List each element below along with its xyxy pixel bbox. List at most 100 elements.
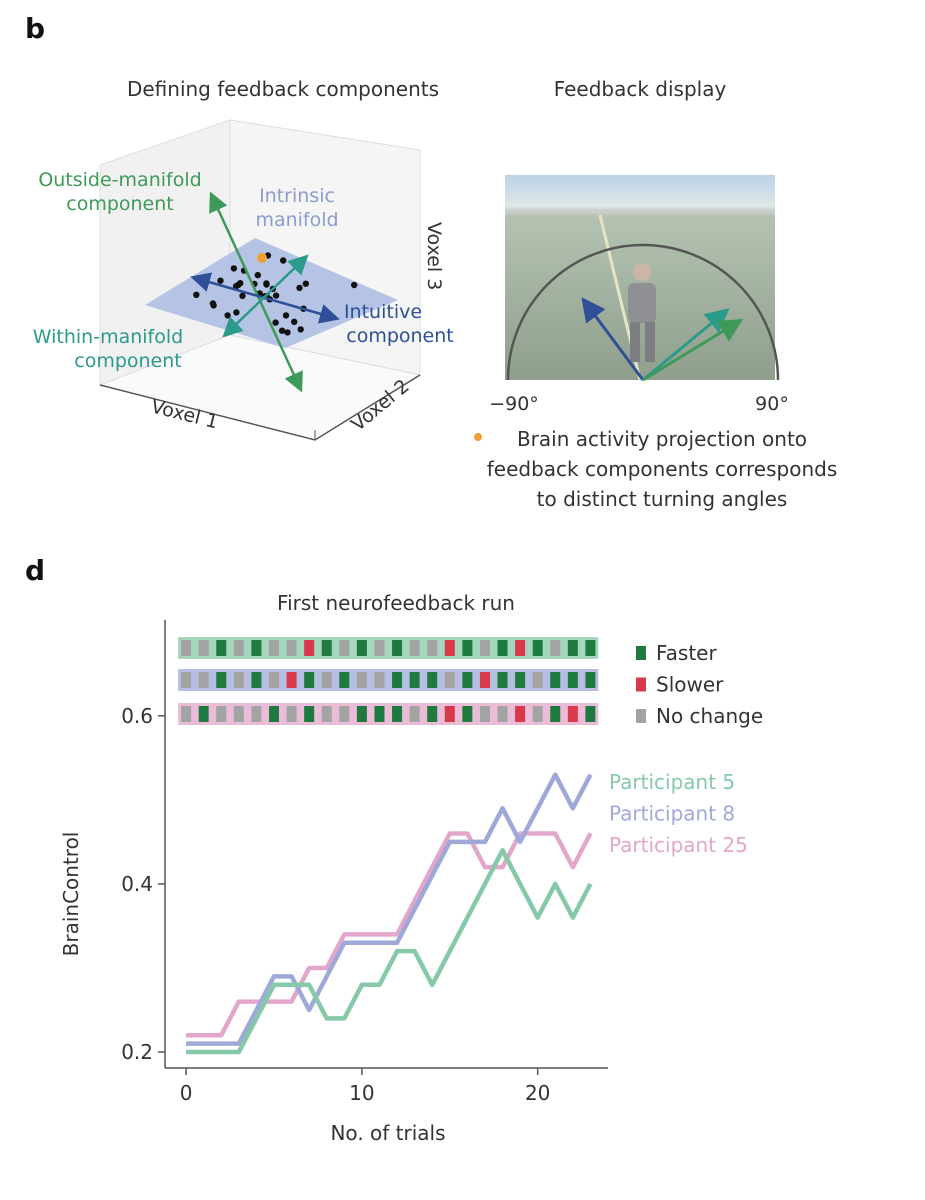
outcome-square: [233, 706, 244, 722]
activity-dot: [284, 329, 291, 336]
activity-dot: [291, 318, 298, 325]
outcome-square: [321, 672, 332, 688]
outcome-square: [251, 640, 262, 656]
voxel-box: [98, 119, 422, 441]
outcome-square: [515, 706, 526, 722]
outcome-square: [198, 640, 209, 656]
outcome-square: [198, 672, 209, 688]
outcome-square: [268, 640, 279, 656]
outcome-square: [515, 640, 526, 656]
outcome-square: [427, 672, 438, 688]
outcome-square: [392, 640, 403, 656]
outcome-square: [286, 672, 297, 688]
projection-dot: [257, 253, 267, 263]
panel-label: b: [25, 12, 45, 45]
outcome-square: [427, 706, 438, 722]
activity-dot: [209, 300, 217, 307]
outcome-square: [567, 640, 578, 656]
chart-title: First neurofeedback run: [277, 591, 515, 615]
outcome-square: [251, 672, 262, 688]
panel-title: Defining feedback components: [127, 77, 439, 101]
strip-background: [178, 703, 599, 725]
caption: Brain activity projection onto feedback c…: [487, 427, 838, 511]
outcome-square: [550, 672, 561, 688]
outcome-square: [462, 640, 473, 656]
activity-dot: [224, 312, 231, 319]
activity-dot: [230, 265, 238, 272]
activity-dot: [254, 271, 261, 279]
strip-background: [178, 669, 599, 691]
outcome-square: [374, 672, 385, 688]
manifold-label: Intrinsic manifold: [255, 185, 338, 231]
outcome-square: [268, 672, 279, 688]
outcome-square: [567, 706, 578, 722]
series-line: [186, 848, 593, 1055]
outcome-square: [479, 640, 490, 656]
legend-label: Participant 25: [609, 833, 748, 857]
outcome-square: [532, 706, 543, 722]
legend-swatch: [636, 677, 646, 692]
outcome-square: [321, 640, 332, 656]
activity-dot: [278, 327, 286, 334]
outcome-square: [550, 706, 561, 722]
series-line: [186, 831, 593, 1038]
outcome-square: [497, 672, 508, 688]
outcome-square: [356, 706, 367, 722]
outcome-square: [532, 640, 543, 656]
legend-swatch: [636, 709, 646, 723]
outcome-square: [462, 706, 473, 722]
outcome-square: [567, 672, 578, 688]
intuitive-label: Intuitive component: [344, 301, 454, 347]
within-arrow: [222, 254, 309, 338]
outcome-square: [497, 640, 508, 656]
outcome-square: [444, 672, 455, 688]
outcome-square: [409, 706, 420, 722]
outcome-square: [374, 706, 385, 722]
x-tick-label: 10: [349, 1081, 374, 1105]
activity-dot: [235, 281, 242, 289]
outcome-square: [479, 706, 490, 722]
activity-dot: [193, 291, 200, 298]
outcome-square: [286, 706, 297, 722]
outcome-square: [181, 640, 192, 656]
axis-label: Voxel 3: [423, 222, 445, 290]
activity-dot: [239, 292, 246, 299]
angle-label: −90°: [489, 393, 539, 415]
outcome-square: [216, 706, 227, 722]
outcome-square: [532, 672, 543, 688]
outcome-square: [409, 640, 420, 656]
activity-dot: [302, 280, 309, 287]
angle-label: 90°: [755, 393, 789, 415]
outcome-square: [356, 672, 367, 688]
outcome-square: [233, 672, 244, 688]
outcome-square: [304, 672, 315, 688]
outcome-square: [216, 672, 227, 688]
outcome-square: [268, 706, 279, 722]
outcome-square: [585, 640, 596, 656]
chart: First neurofeedback run 0.2 0.4 0.6 0 10 20 No.…: [59, 591, 763, 1145]
outcome-square: [304, 706, 315, 722]
legend-label: Participant 5: [609, 770, 735, 794]
activity-dot: [282, 312, 290, 319]
strip-background: [178, 637, 599, 659]
activity-dot: [280, 257, 287, 264]
activity-dot: [351, 281, 358, 289]
outcome-square: [374, 640, 385, 656]
outcome-square: [444, 706, 455, 722]
x-tick-label: 0: [180, 1081, 193, 1105]
outcome-square: [515, 672, 526, 688]
outcome-square: [339, 672, 350, 688]
outcome-square: [251, 706, 262, 722]
outcome-square: [585, 706, 596, 722]
outside-label: Outside-manifold component: [38, 169, 201, 215]
outcome-square: [392, 672, 403, 688]
outcome-square: [321, 706, 332, 722]
activity-dot: [272, 319, 279, 326]
outcome-square: [444, 640, 455, 656]
y-tick-label: 0.6: [121, 704, 153, 728]
outcome-square: [479, 672, 490, 688]
legend-dot: [474, 433, 482, 441]
panel-title: Feedback display: [554, 77, 727, 101]
outcome-square: [585, 672, 596, 688]
outcome-square: [497, 706, 508, 722]
